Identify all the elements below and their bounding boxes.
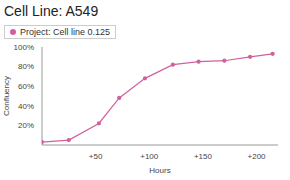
svg-text:20%: 20%: [18, 121, 34, 130]
svg-text:40%: 40%: [18, 102, 34, 111]
svg-text:+100: +100: [140, 152, 159, 161]
svg-text:Confluency: Confluency: [8, 76, 11, 116]
svg-text:+200: +200: [248, 152, 267, 161]
svg-text:100%: 100%: [14, 43, 34, 52]
html-text:Cell Line: A549: Cell Line: A549: [4, 3, 99, 19]
svg-text:Hours: Hours: [149, 166, 170, 175]
svg-text:+50: +50: [89, 152, 103, 161]
svg-text:+150: +150: [194, 152, 213, 161]
svg-text:60%: 60%: [18, 82, 34, 91]
html-text:Project: Cell line 0.125: Project: Cell line 0.125: [20, 27, 111, 37]
svg-text:80%: 80%: [18, 62, 34, 71]
